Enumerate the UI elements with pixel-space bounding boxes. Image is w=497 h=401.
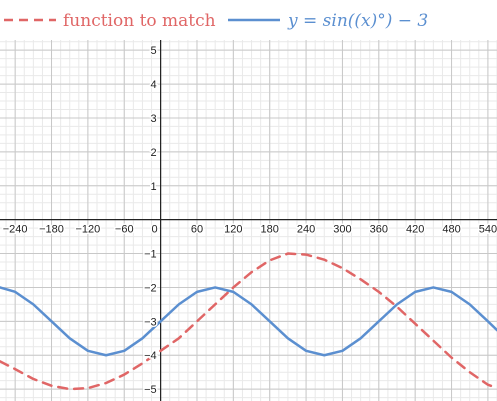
y-tick-label: −5: [144, 384, 157, 396]
y-tick-label: −3: [144, 316, 157, 328]
x-tick-label: 60: [191, 224, 203, 236]
x-tick-label: 120: [224, 224, 242, 236]
x-tick-label: 540: [479, 224, 497, 236]
legend-svg: function to match y = sin((x)°) − 3: [4, 11, 428, 31]
x-tick-label: 480: [442, 224, 460, 236]
legend-solid-label: y = sin((x)°) − 3: [287, 11, 428, 31]
x-tick-label: −180: [39, 224, 64, 236]
x-tick-label: 300: [333, 224, 351, 236]
y-tick-label: −1: [144, 249, 157, 261]
y-tick-label: −4: [144, 350, 157, 362]
x-tick-label: 360: [370, 224, 388, 236]
legend-dashed-label: function to match: [63, 11, 216, 31]
axes: [0, 40, 497, 401]
x-tick-label: 180: [261, 224, 279, 236]
y-tick-label: 2: [150, 147, 156, 159]
x-tick-label: 0: [151, 224, 157, 236]
y-tick-label: 3: [150, 113, 156, 125]
series-function-to-match: [0, 252, 497, 391]
legend: function to match y = sin((x)°) − 3: [0, 0, 497, 40]
y-tick-label: −2: [144, 282, 157, 294]
y-tick-label: 5: [150, 45, 156, 57]
x-tick-label: −60: [115, 224, 134, 236]
x-tick-label: −120: [75, 224, 100, 236]
x-tick-label: 240: [297, 224, 315, 236]
grid-minor: [0, 40, 497, 401]
x-tick-label: −240: [3, 224, 28, 236]
y-tick-label: 1: [150, 181, 156, 193]
tick-labels: −240 −180 −120 −60 0 60 120 180 240 300 360 420 480 5…: [1, 44, 497, 398]
series-sine: [0, 286, 497, 357]
series-layer: [0, 252, 497, 391]
plot-area[interactable]: −240 −180 −120 −60 0 60 120 180 240 300 360 420 480 5…: [0, 40, 497, 401]
y-tick-label: 4: [150, 79, 156, 91]
x-tick-label: 420: [406, 224, 424, 236]
